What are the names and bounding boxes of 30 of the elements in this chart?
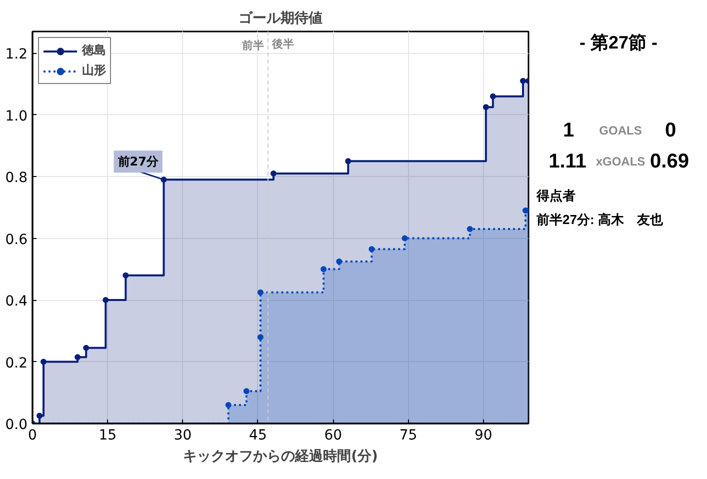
y-tick-label: 0.6: [5, 232, 28, 248]
x-tick-label: 60: [324, 428, 342, 444]
chart-title: ゴール期待値: [238, 10, 322, 26]
x-tick-label: 15: [98, 428, 117, 444]
x-tick-label: 0: [28, 428, 37, 444]
legend-label: 山形: [82, 62, 106, 79]
ref-line-label: 前半: [240, 39, 264, 52]
text: GOALS: [599, 124, 642, 138]
text: 得点者: [536, 188, 576, 203]
x-tick-label: 45: [249, 428, 267, 444]
x-tick-label: 30: [174, 428, 192, 444]
text: xGOALS: [596, 154, 646, 168]
legend-label: 徳島: [82, 42, 106, 59]
x-tick-label: 90: [474, 428, 492, 444]
annotation: 後半: [270, 37, 294, 50]
text: 0.69: [650, 150, 689, 172]
text: - 第27節 -: [579, 32, 658, 52]
y-tick-label: 0.2: [5, 355, 28, 372]
y-tick-label: 0.4: [5, 294, 28, 310]
x-tick-label: 75: [399, 428, 418, 444]
annotation: 前27分: [116, 154, 160, 169]
text: 前半27分: 高木 友也: [536, 212, 664, 227]
y-tick-label: 0.0: [5, 417, 28, 433]
y-tick-label: 0.8: [5, 170, 28, 186]
text: 1.11: [548, 150, 586, 172]
text: 1: [562, 120, 574, 142]
text: 0: [664, 120, 676, 142]
y-tick-label: 1.2: [5, 46, 28, 63]
y-tick-label: 1.0: [5, 108, 28, 124]
x-axis-title: キックオフからの経過時間(分): [183, 448, 378, 464]
